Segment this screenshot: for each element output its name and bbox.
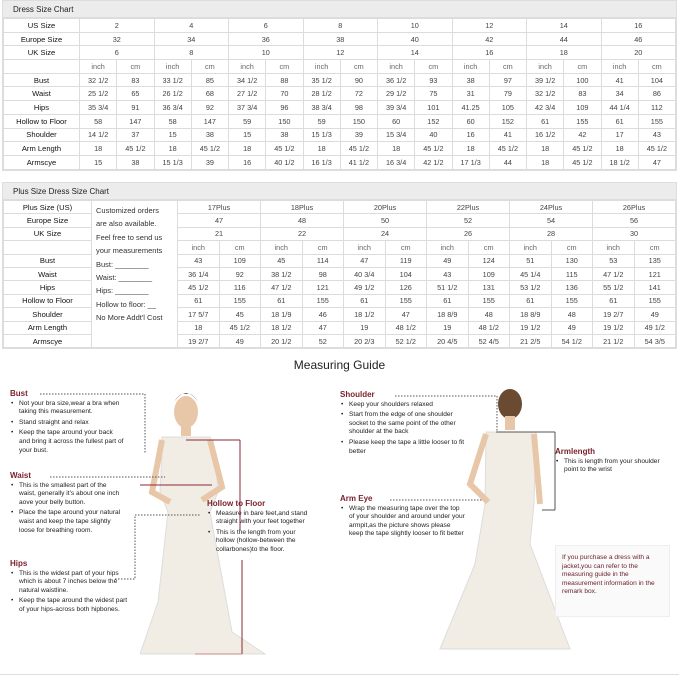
plus-size-chart: Plus Size Dress Size Chart Plus Size (US… <box>2 182 677 350</box>
measurement-row: Armscye 15 38 15 1/3 39 16 40 1/2 16 1/3 41 1/2 1… <box>3 154 677 170</box>
bullet-item: Keep the tape around the widest part of … <box>10 597 128 614</box>
bullet-list: Wrap the measuring tape over the top of … <box>340 505 465 539</box>
measurement-value: 20 1/2 <box>260 333 303 349</box>
measurement-value: 15 <box>78 154 118 170</box>
note-line: Feel free to send us <box>96 232 163 242</box>
custom-order-notes: Customized orders are also available. Feel… <box>91 199 178 349</box>
bullet-item: This is the widest part of your hips whi… <box>10 570 128 596</box>
bullet-item: Place the tape around your natural waist… <box>10 509 125 535</box>
measurement-value: 42 1/2 <box>414 154 453 170</box>
unit-row: inch cm inch cm inch cm inch cm inch cm inch cm inch… <box>3 59 677 74</box>
bullet-item: Start from the edge of one shoulder sock… <box>340 411 465 437</box>
arm-eye-heading: Arm Eye <box>340 494 373 503</box>
hips-section: Hips This is the widest part of your hip… <box>10 559 128 617</box>
measurement-value: 52 1/2 <box>384 333 427 349</box>
bullet-list: This is the widest part of your hips whi… <box>10 570 128 615</box>
measurement-row: Waist 36 1/4 92 38 1/2 98 40 3/4 104 43 109 45 1/… <box>3 266 676 282</box>
note-line: are also available. <box>96 219 157 229</box>
measurement-row: Hollow to Floor 61 155 61 155 61 155 61 155 61 155… <box>3 293 676 309</box>
dress-size-table: US Size 2 4 6 8 10 12 14 16 Europe Size 32 34 36 38 40… <box>3 18 677 170</box>
measurement-value: 16 3/4 <box>376 154 416 170</box>
measurement-row: Bust 43 109 45 114 47 119 49 124 51 130 53 135 <box>3 253 676 268</box>
bullet-list: This is length from your shoulder point … <box>555 458 670 475</box>
bullet-item: This is the smallest part of the waist, … <box>10 482 125 508</box>
measurement-value: 47 <box>637 154 677 170</box>
chart-title: Plus Size Dress Size Chart <box>3 183 676 200</box>
measurement-value: 45 1/2 <box>563 154 602 170</box>
divider <box>0 674 679 675</box>
size-row-uk: UK Size 21 22 24 26 28 30 <box>3 226 676 242</box>
measurement-row: Arm Length 18 45 1/2 18 45 1/2 18 45 1/2 18 45 1… <box>3 141 677 156</box>
measurement-row: Armscye 19 2/7 49 20 1/2 52 20 2/3 52 1/2 20 4/… <box>3 333 676 349</box>
arm-eye-section: Arm Eye Wrap the measuring tape over the… <box>340 494 465 541</box>
measurement-value: 25 1/2 <box>78 86 118 102</box>
measuring-guide-title: Measuring Guide <box>293 358 386 372</box>
bust-section: Bust Not your bra size,wear a bra when t… <box>10 389 125 457</box>
dress-size-chart: Dress Size Chart US Size 2 4 6 8 10 12 14 16 Euro… <box>2 0 677 171</box>
bullet-item: Measure in bare feet,and stand straight … <box>207 510 312 527</box>
bullet-item: Keep the tape around your back and bring… <box>10 429 125 455</box>
jacket-note: If you purchase a dress with a jacket,yo… <box>555 545 670 617</box>
bust-heading: Bust <box>10 389 28 398</box>
measurement-value: 54 3/5 <box>633 333 676 349</box>
measurement-value: 32 1/2 <box>78 72 118 88</box>
measurement-value: 21 1/2 <box>592 333 635 349</box>
measurement-value: 15 1/3 <box>153 154 192 170</box>
hollow-heading: Hollow to Floor <box>207 499 266 508</box>
bullet-item: This is the length from your hollow (hol… <box>207 529 312 555</box>
armlength-heading: Armlength <box>555 447 595 456</box>
bullet-item: This is length from your shoulder point … <box>555 458 670 475</box>
shoulder-section: Shoulder Keep your shoulders relaxedStar… <box>340 390 465 458</box>
note-line: Hollow to floor: __ <box>96 299 157 309</box>
unit-row: inch cm inch cm inch cm inch cm inch cm inch cm <box>3 240 676 255</box>
measurement-value: 20 2/3 <box>343 333 386 349</box>
plus-size-table: Plus Size (US) Customized orders are also … <box>3 199 676 349</box>
note-line: Hips: ________ <box>96 286 149 296</box>
shoulder-heading: Shoulder <box>340 390 375 399</box>
note-line: Customized orders <box>96 206 159 215</box>
bullet-list: Measure in bare feet,and stand straight … <box>207 510 312 555</box>
measurement-row: Shoulder 17 5/7 45 18 1/9 46 18 1/2 47 18 8/9 48… <box>3 307 676 322</box>
armlength-section: Armlength This is length from your shoul… <box>555 447 670 477</box>
chart-title: Dress Size Chart <box>3 1 676 18</box>
measurement-row: Hips 45 1/2 116 47 1/2 121 49 1/2 126 51 1/2 131… <box>3 280 676 295</box>
bullet-item: Keep your shoulders relaxed <box>340 401 465 410</box>
bullet-list: Not your bra size,wear a bra when taking… <box>10 400 125 456</box>
bullet-list: This is the smallest part of the waist, … <box>10 482 125 536</box>
note-line: your measurements <box>96 246 163 256</box>
measurement-row: Hollow to Floor 58 147 58 147 59 150 59 150 60 152… <box>3 113 677 129</box>
size-row-us: Plus Size (US) Customized orders are also … <box>3 199 676 349</box>
measurement-value: 19 2/7 <box>177 333 220 349</box>
note-line: Waist: ________ <box>96 273 153 283</box>
bullet-item: Not your bra size,wear a bra when taking… <box>10 400 125 417</box>
hips-heading: Hips <box>10 559 28 568</box>
row-label: Armscye <box>3 333 92 349</box>
back-dress-illustration <box>439 389 571 650</box>
note-line: Bust: ________ <box>96 259 149 269</box>
note-line: No More Addt'l Cost <box>96 313 163 323</box>
front-dress-illustration <box>140 393 267 655</box>
waist-section: Waist This is the smallest part of the w… <box>10 471 125 537</box>
bullet-item: Wrap the measuring tape over the top of … <box>340 505 465 539</box>
waist-heading: Waist <box>10 471 32 480</box>
measurement-value: 49 <box>218 333 261 349</box>
bullet-item: Please keep the tape a little looser to … <box>340 439 465 456</box>
hollow-to-floor-section: Hollow to Floor Measure in bare feet,and… <box>207 499 312 557</box>
bullet-item: Stand straight and relax <box>10 419 125 428</box>
measurement-row: Bust 32 1/2 83 33 1/2 85 34 1/2 88 35 1/2 90 36 1… <box>3 72 677 88</box>
bullet-list: Keep your shoulders relaxedStart from th… <box>340 401 465 457</box>
